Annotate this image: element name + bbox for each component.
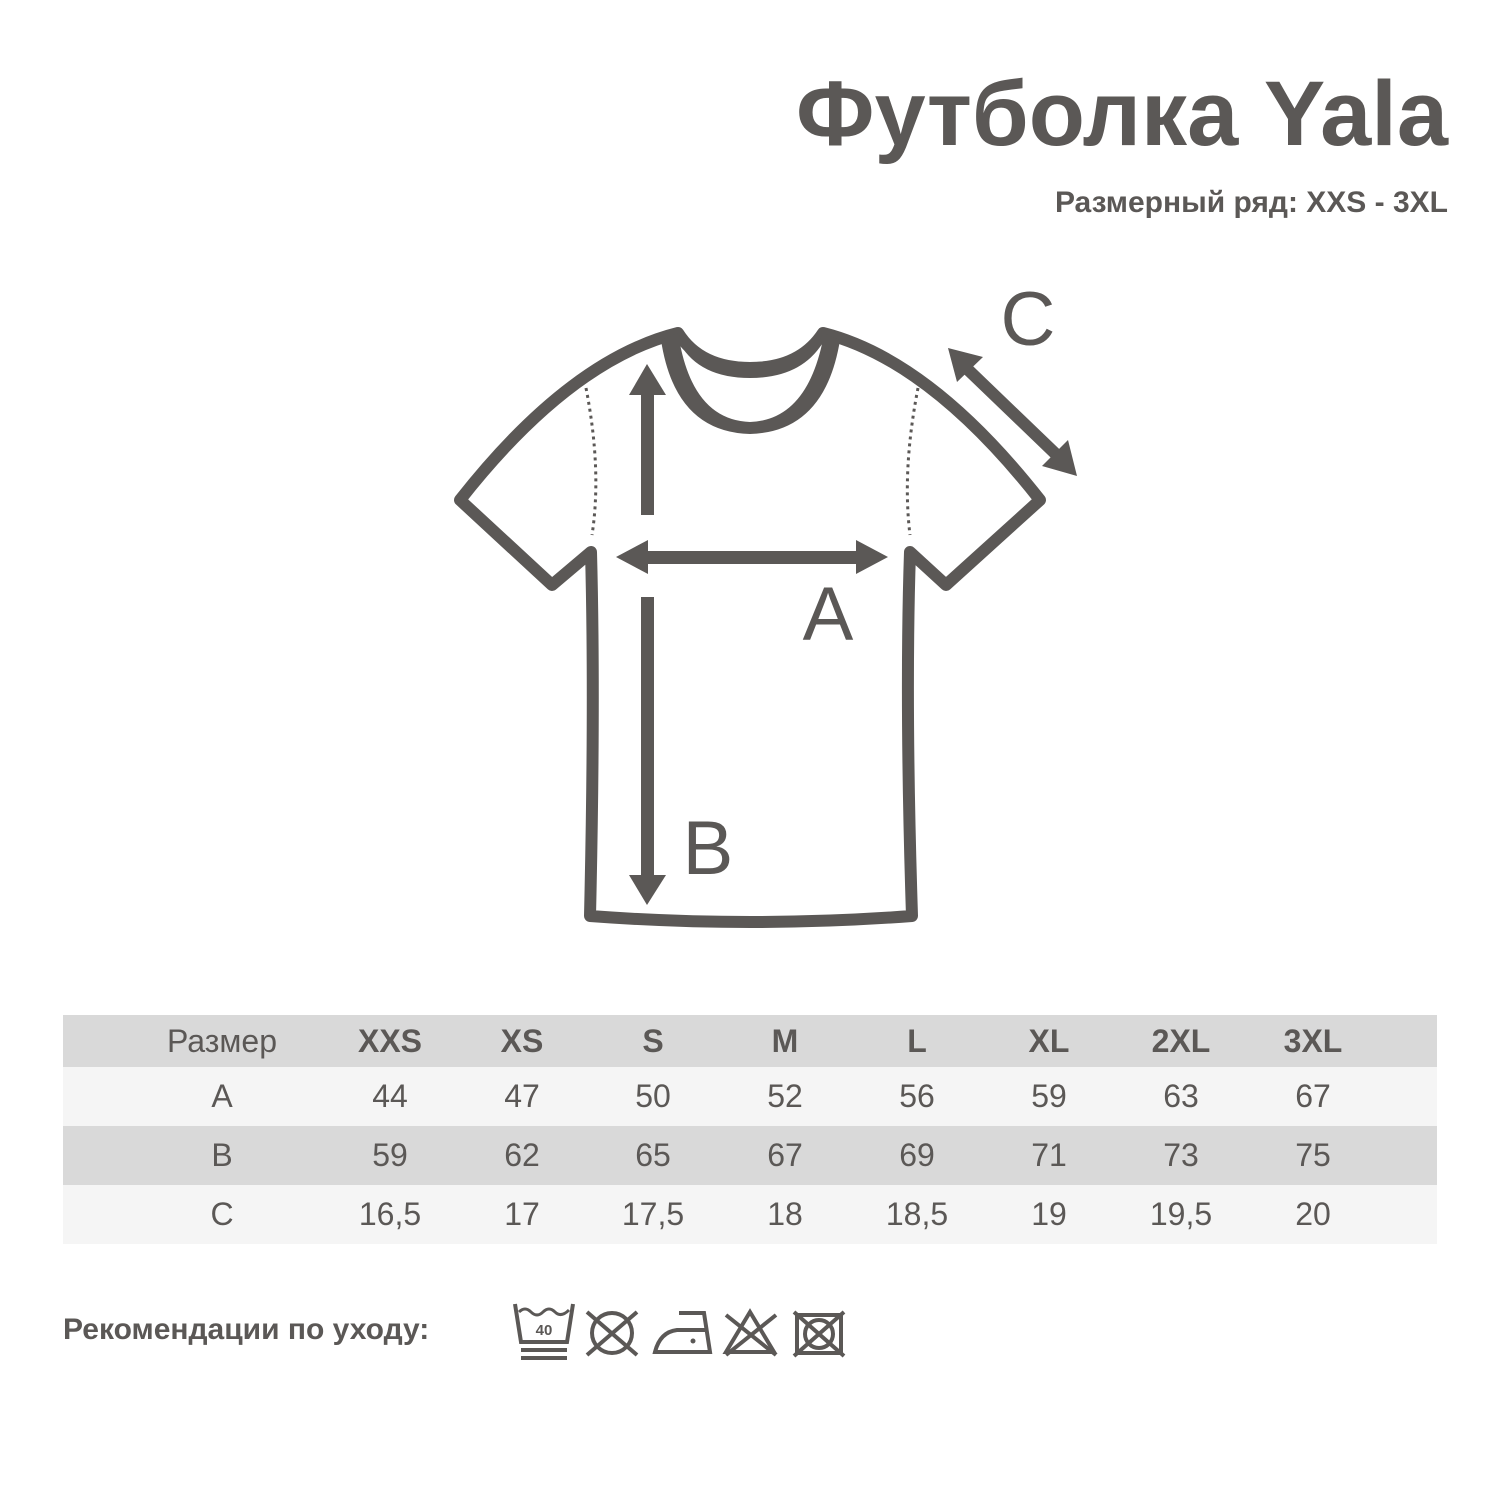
label-a: A: [803, 572, 854, 657]
no-bleach-icon: [722, 1308, 778, 1357]
table-row: C 16,5 17 17,5 18 18,5 19 19,5 20: [63, 1185, 1437, 1244]
header-cell: L: [907, 1022, 927, 1059]
table-cell: 17: [504, 1196, 540, 1232]
table-cell: 50: [635, 1078, 671, 1114]
header-cell: S: [642, 1022, 664, 1059]
size-range: Размерный ряд: XXS - 3XL: [1054, 186, 1448, 219]
care-label: Рекомендации по уходу:: [63, 1313, 430, 1346]
table-cell: 65: [635, 1137, 671, 1173]
header-cell: XL: [1028, 1022, 1070, 1059]
table-cell: 59: [372, 1137, 408, 1173]
header-cell: XS: [500, 1022, 544, 1059]
width-arrow: [616, 540, 888, 574]
table-cell: 44: [372, 1078, 408, 1114]
label-b: B: [683, 806, 734, 891]
sleeve-seams: [584, 387, 920, 536]
table-cell: 67: [767, 1137, 803, 1173]
table-row: B 59 62 65 67 69 71 73 75: [63, 1126, 1437, 1185]
table-cell: 18: [767, 1196, 803, 1232]
label-c: C: [1001, 277, 1056, 362]
table-cell: 73: [1163, 1137, 1199, 1173]
no-tumble-dry-icon: [585, 1310, 639, 1357]
table-cell: 59: [1031, 1078, 1067, 1114]
table-cell: 17,5: [621, 1196, 685, 1232]
table-cell: 62: [504, 1137, 540, 1173]
product-title: Футболка Yala: [796, 63, 1448, 165]
table-cell: 20: [1295, 1196, 1331, 1232]
row-label: A: [211, 1078, 233, 1114]
header-cell: 2XL: [1151, 1022, 1211, 1059]
sleeve-arrow: [948, 348, 1077, 476]
table-header: Размер XXS XS S M L XL 2XL 3XL: [63, 1015, 1437, 1067]
header-cell: M: [771, 1022, 799, 1059]
table-cell: 18,5: [885, 1196, 949, 1232]
row-label: B: [211, 1137, 233, 1173]
table-cell: 52: [767, 1078, 803, 1114]
table-row: A 44 47 50 52 56 59 63 67: [63, 1067, 1437, 1126]
tshirt-diagram: A B C: [454, 277, 1077, 928]
care-icons: 40: [513, 1303, 846, 1360]
tshirt-outline: [454, 327, 1046, 928]
wash-40-icon: 40: [513, 1303, 575, 1360]
collar: [661, 333, 840, 434]
table-cell: 19,5: [1149, 1196, 1213, 1232]
table-cell: 75: [1295, 1137, 1331, 1173]
size-table: Размер XXS XS S M L XL 2XL 3XL A 44 47 50 52…: [63, 1015, 1437, 1244]
table-cell: 19: [1031, 1196, 1067, 1232]
wash-temp: 40: [536, 1322, 553, 1339]
table-cell: 69: [899, 1137, 935, 1173]
length-arrow: [629, 364, 666, 905]
table-cell: 67: [1295, 1078, 1331, 1114]
table-cell: 16,5: [358, 1196, 422, 1232]
header-cell: 3XL: [1283, 1022, 1343, 1059]
table-cell: 71: [1031, 1137, 1067, 1173]
row-label: C: [210, 1196, 234, 1232]
iron-low-icon: [652, 1311, 713, 1354]
header-cell: Размер: [167, 1022, 277, 1059]
header-cell: XXS: [357, 1022, 423, 1059]
table-cell: 47: [504, 1078, 540, 1114]
no-dry-clean-icon: [792, 1310, 846, 1358]
table-cell: 63: [1163, 1078, 1199, 1114]
table-cell: 56: [899, 1078, 935, 1114]
